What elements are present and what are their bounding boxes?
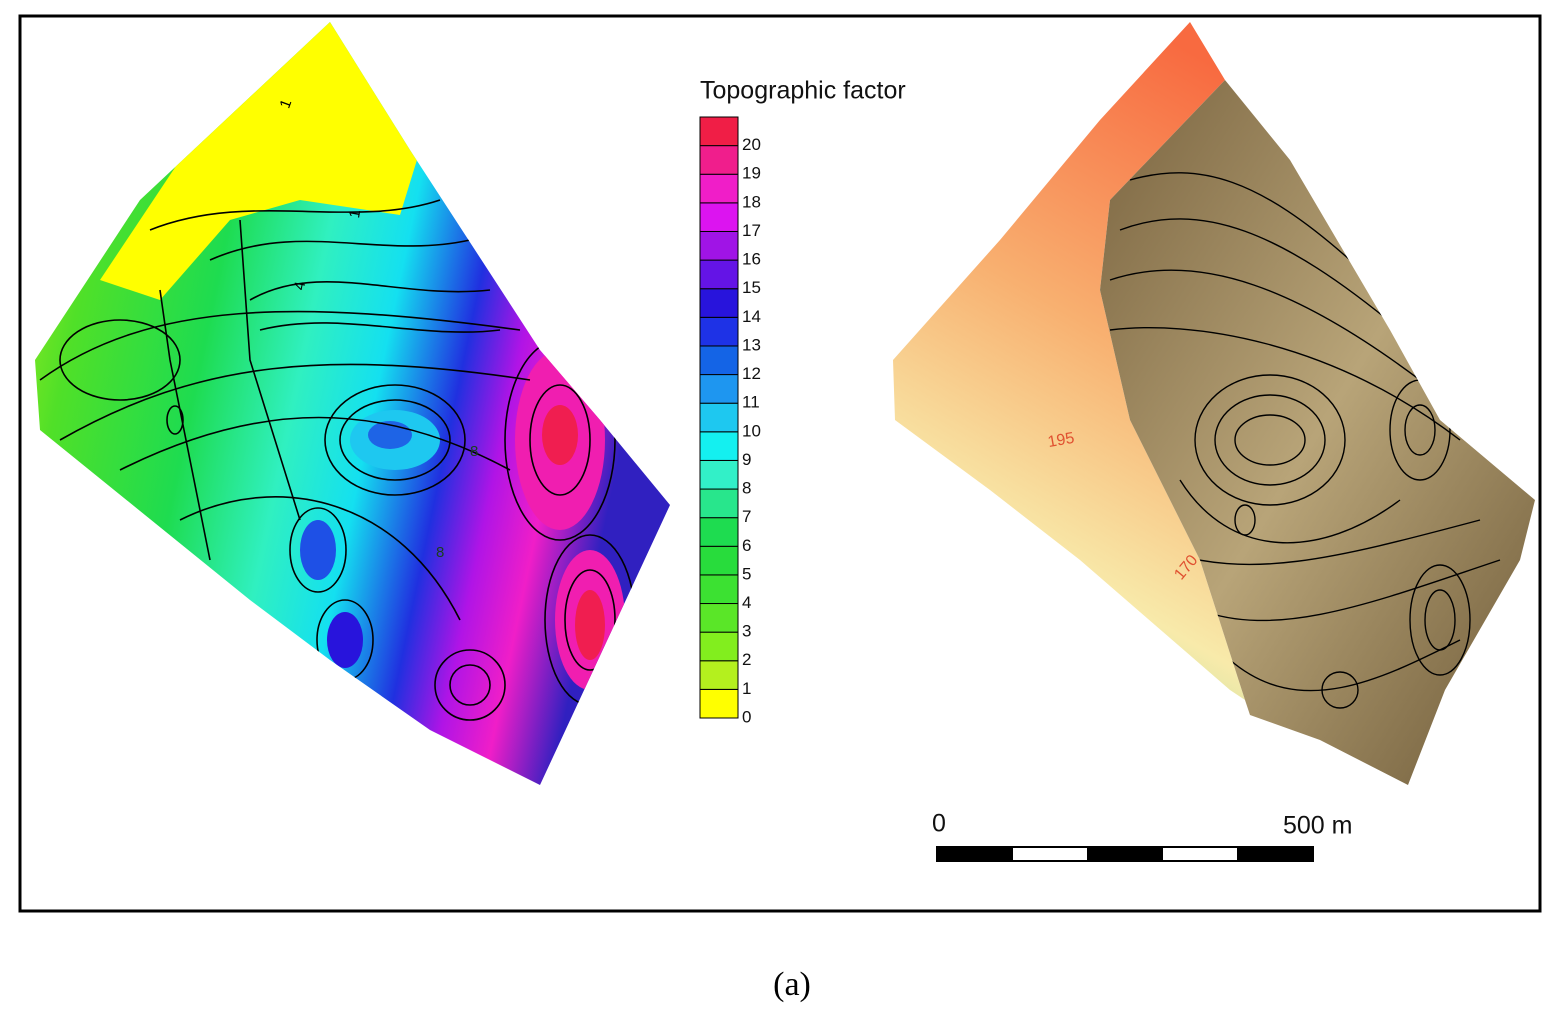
contour-label: 195 [1046,430,1075,451]
legend: Topographic factor 012345678910111213141… [699,77,906,726]
contour-label: 8 [470,443,478,460]
legend-swatch [699,288,739,318]
legend-swatch [699,517,739,547]
legend-label: 17 [742,221,761,240]
legend-label: 10 [742,421,761,440]
legend-swatch [699,545,739,576]
legend-swatch [699,230,739,261]
legend-swatch [699,202,739,232]
scale-bar: 0 500 m [932,810,1352,862]
scale-label: 500 m [1283,812,1352,840]
legend-label: 3 [742,622,751,641]
legend-swatch [699,631,739,662]
contour-label: 8 [436,544,444,561]
legend-label: 1 [742,679,751,698]
legend-label: 16 [742,250,761,269]
legend-label: 20 [742,135,761,154]
contour-label: 1 [346,208,364,219]
legend-label: 4 [742,593,751,612]
legend-swatch [699,173,739,204]
legend-label: 8 [742,479,751,498]
legend-label: 7 [742,507,751,526]
legend-swatch [699,688,739,719]
contour-label: 4 [291,280,309,291]
legend-label: 11 [742,393,760,412]
legend-swatch [699,574,739,605]
legend-swatch [699,660,739,690]
legend-label: 15 [742,278,761,297]
legend-label: 6 [742,536,751,555]
legend-swatch [699,116,739,147]
legend-swatch [699,345,739,376]
legend-label: 0 [742,707,751,726]
legend-label: 13 [742,335,761,354]
right-map: 195 170 [893,22,1535,785]
legend-label: 12 [742,364,761,383]
legend-label: 14 [742,307,761,326]
scale-label: 0 [932,810,946,838]
legend-title: Topographic factor [700,77,906,105]
legend-swatch [699,316,739,347]
legend-label: 5 [742,564,751,583]
legend-swatch [699,603,739,633]
legend-swatch [699,374,739,404]
legend-swatch [699,145,739,175]
legend-swatch [699,459,739,490]
left-map: 1 1 4 8 8 [35,22,670,785]
caption: (a) [773,966,811,1003]
legend-swatch [699,402,739,433]
legend-swatch [699,431,739,461]
legend-swatch [699,488,739,519]
legend-label: 9 [742,450,751,469]
legend-label: 2 [742,650,751,669]
legend-label: 19 [742,164,761,183]
legend-label: 18 [742,192,761,211]
frame [18,14,1542,913]
legend-swatch [699,259,739,290]
